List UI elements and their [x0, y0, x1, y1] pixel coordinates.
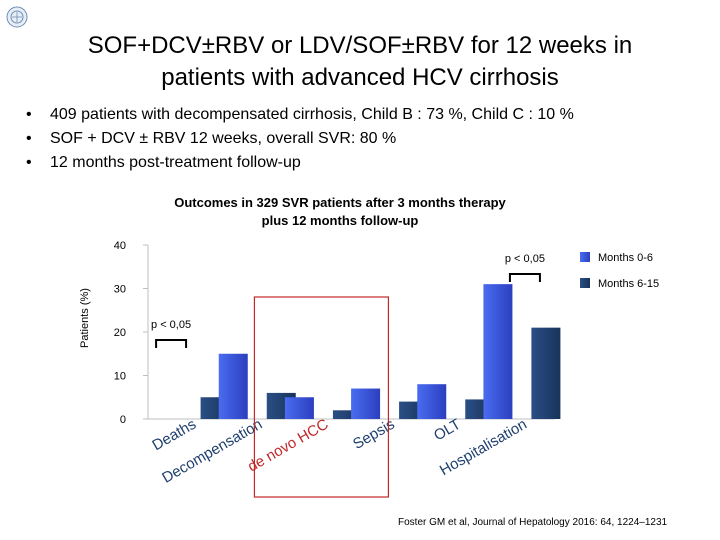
bullet-list: • 409 patients with decompensated cirrhos… [22, 103, 702, 175]
y-tick-label: 30 [114, 284, 126, 296]
legend-swatch [580, 252, 590, 262]
highlight-box [253, 296, 390, 498]
bar-hospitalisation-series1 [483, 284, 513, 419]
bullet-item: • 409 patients with decompensated cirrhos… [22, 103, 702, 127]
bar-de-novo-hcc-series2 [332, 410, 362, 419]
y-tick-label: 20 [114, 327, 126, 339]
x-category-label: Sepsis [350, 416, 397, 453]
p-value-bracket [155, 339, 188, 348]
source-citation: Foster GM et al, Journal of Hepatology 2… [398, 517, 668, 528]
slide-title: SOF+DCV±RBV or LDV/SOF±RBV for 12 weeks … [40, 30, 680, 94]
slide-title-line1: SOF+DCV±RBV or LDV/SOF±RBV for 12 weeks … [87, 32, 633, 59]
bar-decompensation-series1 [218, 353, 248, 419]
chart-title-line1: Outcomes in 329 SVR patients after 3 mon… [174, 195, 506, 210]
bullet-dot: • [26, 154, 32, 171]
chart-title-line2: plus 12 months follow-up [261, 213, 419, 228]
bullet-text: SOF + DCV ± RBV 12 weeks, overall SVR: 8… [50, 130, 397, 147]
bullet-text: 409 patients with decompensated cirrhosi… [50, 106, 574, 123]
legend-label: Months 0-6 [598, 252, 653, 264]
bullet-dot: • [26, 106, 32, 123]
bullet-item: • 12 months post-treatment follow-up [22, 151, 702, 175]
p-value-annotation: p < 0,05 [505, 253, 545, 265]
y-tick-label: 10 [114, 371, 126, 383]
bar-sepsis-series1 [351, 388, 381, 419]
bullet-item: • SOF + DCV ± RBV 12 weeks, overall SVR: … [22, 127, 702, 151]
p-value-bracket [508, 273, 541, 282]
y-axis-label: Patients (%) [79, 288, 91, 348]
y-tick-label: 40 [114, 240, 126, 252]
p-value-annotation: p < 0,05 [151, 319, 191, 331]
legend-swatch [580, 278, 590, 288]
x-category-label: OLT [431, 416, 464, 445]
bar-hospitalisation-series2 [531, 327, 561, 419]
legend-label: Months 6-15 [598, 278, 659, 290]
bar-de-novo-hcc-series1 [284, 397, 314, 419]
bullet-text: 12 months post-treatment follow-up [50, 154, 301, 171]
y-tick-label: 0 [120, 414, 126, 426]
chart-title: Outcomes in 329 SVR patients after 3 mon… [120, 194, 560, 230]
slide-title-line2: patients with advanced HCV cirrhosis [161, 64, 559, 91]
x-category-label: Deaths [149, 416, 199, 454]
organization-logo-icon [6, 6, 28, 28]
bullet-dot: • [26, 130, 32, 147]
bar-olt-series1 [417, 384, 447, 419]
